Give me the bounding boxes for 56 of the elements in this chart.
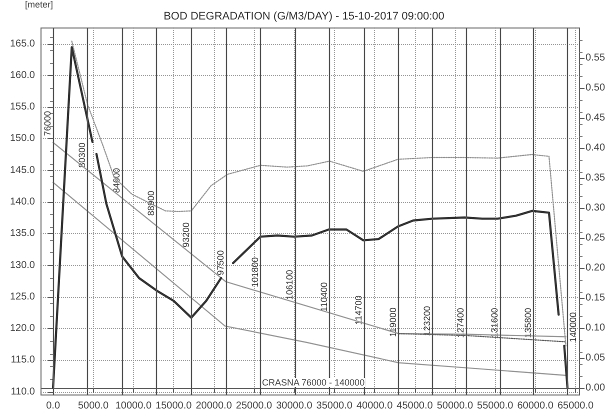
x-tick-label: 65000.0 [557, 400, 594, 412]
y-axis-title: [meter] [25, 0, 54, 10]
y-tick-label: 135.0 [10, 228, 36, 240]
y2-tick-label: 0.50 [586, 82, 606, 94]
y2-tick-label: 0.25 [586, 232, 606, 244]
annotation: 84600 [112, 168, 122, 194]
x-tick-label: 25000.0 [236, 400, 273, 412]
y2-tick-label: 0.55 [586, 52, 606, 64]
y-tick-label: 165.0 [10, 38, 36, 50]
annotation: 135800 [523, 308, 534, 338]
annotation: 123200 [422, 306, 432, 336]
annotation: 97500 [215, 250, 226, 276]
annotation: 88900 [146, 190, 156, 216]
y-tick-label: 125.0 [10, 291, 36, 302]
y2-tick-label: 0.30 [586, 202, 606, 214]
annotation: 114700 [354, 296, 364, 325]
x-tick-label: 55000.0 [477, 400, 514, 412]
x-tick-label: 5000.0 [78, 400, 109, 412]
y-tick-label: 130.0 [10, 260, 36, 271]
x-tick-label: 40000.0 [356, 400, 394, 412]
annotation: 76000 [42, 111, 53, 136]
annotation: 80300 [77, 142, 88, 168]
x-tick-label: 0.0 [46, 400, 60, 412]
x-tick-label: 60000.0 [517, 400, 554, 412]
x-tick-label: 50000.0 [436, 400, 474, 412]
annotation: 110400 [319, 282, 330, 312]
y-tick-label: 145.0 [10, 164, 36, 176]
x-tick-label: 20000.0 [196, 400, 232, 412]
annotation: 93200 [180, 222, 191, 248]
annotation: 127400 [456, 308, 466, 338]
y2-tick-label: 0.40 [586, 142, 606, 154]
y2-tick-label: 0.15 [586, 292, 606, 304]
x-tick-label: 15000.0 [156, 400, 192, 412]
annotation: 140000 [568, 312, 578, 342]
annotation: CRASNA 76000 - 140000 [262, 378, 365, 388]
annotation: 106100 [284, 270, 294, 300]
y2-tick-label: 0.05 [586, 352, 606, 364]
x-tick-label: 30000.0 [276, 400, 313, 412]
y-tick-label: 120.0 [10, 323, 36, 334]
y2-tick-label: 0.45 [586, 112, 606, 124]
y-tick-label: 115.0 [10, 354, 36, 366]
y-tick-label: 155.0 [10, 102, 36, 113]
y-tick-label: 140.0 [10, 196, 36, 208]
y2-tick-label: 0.10 [586, 322, 606, 334]
annotation: 119000 [388, 308, 398, 337]
y2-tick-label: 0.00 [586, 382, 606, 394]
chart-title: BOD DEGRADATION (G/M3/DAY) - 15-10-2017 09:00:00 [164, 10, 444, 22]
y-tick-label: 160.0 [10, 70, 36, 81]
y-tick-label: 150.0 [10, 133, 36, 144]
x-tick-label: 35000.0 [316, 400, 353, 412]
annotation: 101800 [250, 257, 260, 288]
x-tick-label: 45000.0 [396, 400, 434, 412]
x-tick-label: 10000.0 [115, 400, 152, 412]
y2-tick-label: 0.35 [586, 172, 606, 184]
y2-tick-label: 0.20 [586, 262, 606, 274]
y-tick-label: 110.0 [10, 386, 36, 398]
